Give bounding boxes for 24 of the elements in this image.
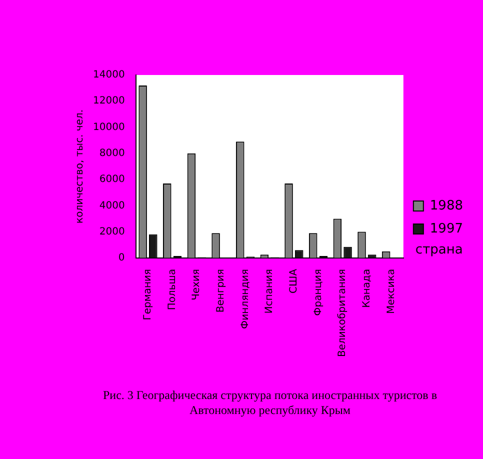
x-tick-label: Чехия xyxy=(191,268,202,300)
y-tick-label: 10000 xyxy=(93,122,125,133)
x-tick-label: Венгрия xyxy=(216,268,227,313)
y-tick-label: 0 xyxy=(118,252,125,264)
x-tick-label: Мексика xyxy=(386,268,397,314)
x-tick-label: Польша xyxy=(166,268,178,310)
x-tick-label: Финляндия xyxy=(240,268,251,329)
x-tick-label: Франция xyxy=(312,268,324,316)
x-tick-label: Канада xyxy=(362,268,373,308)
y-tick-label: 14000 xyxy=(93,70,125,81)
y-tick-label: 4000 xyxy=(99,200,125,212)
text: Рис. 3 Географическая структура потока иностранных туристов в Автономную республику Крым xyxy=(102,388,438,418)
x-tick-label: Великобритания xyxy=(337,268,348,358)
x-tick-label: Германия xyxy=(142,268,154,320)
x-tick-label: Испания xyxy=(264,268,276,314)
y-tick-label: 12000 xyxy=(93,96,125,107)
y-tick-label: 6000 xyxy=(99,174,125,186)
legend-label: 1988 xyxy=(430,198,464,214)
x-tick-label: США xyxy=(288,268,300,294)
y-tick-label: 8000 xyxy=(99,148,125,159)
y-tick-label: 2000 xyxy=(99,226,125,238)
x-axis-title: страна xyxy=(415,242,463,258)
legend-label: 1997 xyxy=(430,221,464,236)
y-axis-title: количество, тыс. чел. xyxy=(74,109,86,224)
